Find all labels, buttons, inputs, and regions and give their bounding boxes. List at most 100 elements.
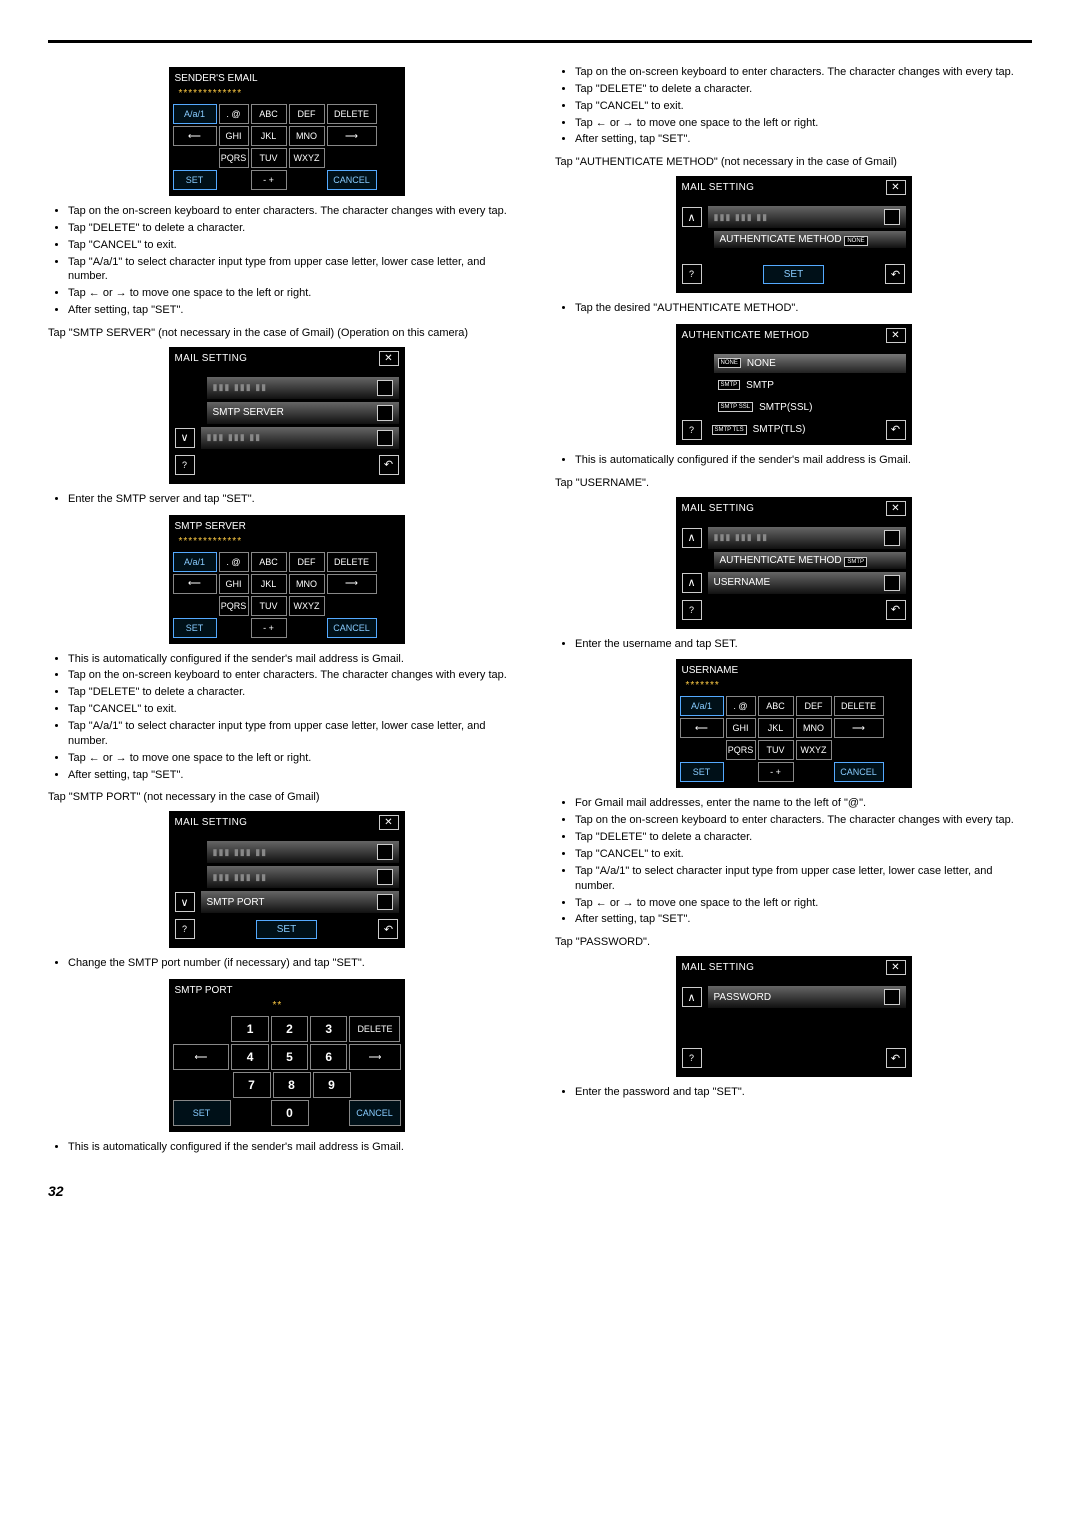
checkbox-icon[interactable] xyxy=(377,380,393,396)
key-arrow-left[interactable]: ⟵ xyxy=(173,574,217,594)
key[interactable]: GHI xyxy=(219,574,249,594)
key-pm[interactable]: - + xyxy=(251,170,287,190)
key[interactable]: MNO xyxy=(796,718,832,738)
key[interactable]: MNO xyxy=(289,574,325,594)
key-arrow-right[interactable]: ⟶ xyxy=(327,574,377,594)
key-arrow-left[interactable]: ⟵ xyxy=(680,718,724,738)
auth-item[interactable]: SMTPSMTP xyxy=(714,376,906,395)
checkbox-icon[interactable] xyxy=(884,989,900,1005)
key[interactable]: MNO xyxy=(289,126,325,146)
key[interactable]: DEF xyxy=(289,552,325,572)
key-delete[interactable]: DELETE xyxy=(834,696,884,716)
set-button[interactable]: SET xyxy=(763,265,824,284)
key-delete[interactable]: DELETE xyxy=(327,104,377,124)
key[interactable]: ABC xyxy=(758,696,794,716)
down-arrow-icon[interactable]: ∨ xyxy=(175,892,195,912)
close-icon[interactable]: ✕ xyxy=(886,180,906,195)
checkbox-icon[interactable] xyxy=(377,405,393,421)
key-set[interactable]: SET xyxy=(173,170,217,190)
key[interactable]: DEF xyxy=(796,696,832,716)
checkbox-icon[interactable] xyxy=(377,844,393,860)
key[interactable]: DEF xyxy=(289,104,325,124)
close-icon[interactable]: ✕ xyxy=(379,351,399,366)
key-mode[interactable]: A/a/1 xyxy=(680,696,724,716)
key[interactable]: . @ xyxy=(726,696,756,716)
key[interactable]: JKL xyxy=(251,574,287,594)
key[interactable]: TUV xyxy=(758,740,794,760)
checkbox-icon[interactable] xyxy=(884,575,900,591)
back-icon[interactable]: ↶ xyxy=(379,455,399,475)
numkey[interactable]: 9 xyxy=(313,1072,351,1098)
key[interactable]: ABC xyxy=(251,104,287,124)
key[interactable]: WXYZ xyxy=(796,740,832,760)
key-arrow-right[interactable]: ⟶ xyxy=(327,126,377,146)
checkbox-icon[interactable] xyxy=(884,209,900,225)
help-icon[interactable]: ? xyxy=(682,420,702,440)
close-icon[interactable]: ✕ xyxy=(886,501,906,516)
numkey[interactable]: 7 xyxy=(233,1072,271,1098)
key-arrow-left[interactable]: ⟵ xyxy=(173,126,217,146)
back-icon[interactable]: ↶ xyxy=(886,420,906,440)
numkey[interactable]: 6 xyxy=(310,1044,347,1070)
key[interactable]: GHI xyxy=(726,718,756,738)
key[interactable]: GHI xyxy=(219,126,249,146)
numkey-arrow-left[interactable]: ⟵ xyxy=(173,1044,230,1070)
back-icon[interactable]: ↶ xyxy=(378,919,398,939)
key[interactable]: TUV xyxy=(251,148,287,168)
key-cancel[interactable]: CANCEL xyxy=(834,762,884,782)
numkey-set[interactable]: SET xyxy=(173,1100,231,1126)
key-set[interactable]: SET xyxy=(680,762,724,782)
key[interactable]: PQRS xyxy=(219,148,249,168)
back-icon[interactable]: ↶ xyxy=(886,600,906,620)
key-cancel[interactable]: CANCEL xyxy=(327,170,377,190)
numkey-zero[interactable]: 0 xyxy=(271,1100,309,1126)
up-arrow-icon[interactable]: ∧ xyxy=(682,987,702,1007)
key[interactable]: . @ xyxy=(219,552,249,572)
checkbox-icon[interactable] xyxy=(377,430,393,446)
key[interactable]: PQRS xyxy=(219,596,249,616)
key[interactable]: ABC xyxy=(251,552,287,572)
numkey-cancel[interactable]: CANCEL xyxy=(349,1100,401,1126)
checkbox-icon[interactable] xyxy=(377,894,393,910)
auth-item[interactable]: SMTP SSLSMTP(SSL) xyxy=(714,398,906,417)
numkey[interactable]: 1 xyxy=(231,1016,268,1042)
close-icon[interactable]: ✕ xyxy=(886,328,906,343)
key[interactable]: JKL xyxy=(758,718,794,738)
numkey[interactable]: 3 xyxy=(310,1016,347,1042)
up-arrow-icon[interactable]: ∧ xyxy=(682,207,702,227)
key-pm[interactable]: - + xyxy=(758,762,794,782)
key[interactable]: WXYZ xyxy=(289,148,325,168)
numkey[interactable]: 5 xyxy=(271,1044,308,1070)
back-icon[interactable]: ↶ xyxy=(885,264,905,284)
key[interactable]: PQRS xyxy=(726,740,756,760)
help-icon[interactable]: ? xyxy=(682,1048,702,1068)
close-icon[interactable]: ✕ xyxy=(379,815,399,830)
key-pm[interactable]: - + xyxy=(251,618,287,638)
checkbox-icon[interactable] xyxy=(377,869,393,885)
help-icon[interactable]: ? xyxy=(175,455,195,475)
close-icon[interactable]: ✕ xyxy=(886,960,906,975)
key-mode[interactable]: A/a/1 xyxy=(173,104,217,124)
key-delete[interactable]: DELETE xyxy=(327,552,377,572)
key[interactable]: WXYZ xyxy=(289,596,325,616)
numkey[interactable]: 2 xyxy=(271,1016,308,1042)
key[interactable]: JKL xyxy=(251,126,287,146)
checkbox-icon[interactable] xyxy=(884,530,900,546)
numkey-arrow-right[interactable]: ⟶ xyxy=(349,1044,400,1070)
up-arrow-icon[interactable]: ∧ xyxy=(682,528,702,548)
key[interactable]: . @ xyxy=(219,104,249,124)
auth-item[interactable]: SMTP TLSSMTP(TLS) xyxy=(708,420,880,439)
numkey-delete[interactable]: DELETE xyxy=(349,1016,400,1042)
up-arrow-icon[interactable]: ∧ xyxy=(682,573,702,593)
key-mode[interactable]: A/a/1 xyxy=(173,552,217,572)
down-arrow-icon[interactable]: ∨ xyxy=(175,428,195,448)
auth-item[interactable]: NONENONE xyxy=(714,354,906,373)
help-icon[interactable]: ? xyxy=(682,264,702,284)
help-icon[interactable]: ? xyxy=(175,919,195,939)
key-set[interactable]: SET xyxy=(173,618,217,638)
help-icon[interactable]: ? xyxy=(682,600,702,620)
back-icon[interactable]: ↶ xyxy=(886,1048,906,1068)
numkey[interactable]: 8 xyxy=(273,1072,311,1098)
numkey[interactable]: 4 xyxy=(231,1044,268,1070)
key-arrow-right[interactable]: ⟶ xyxy=(834,718,884,738)
